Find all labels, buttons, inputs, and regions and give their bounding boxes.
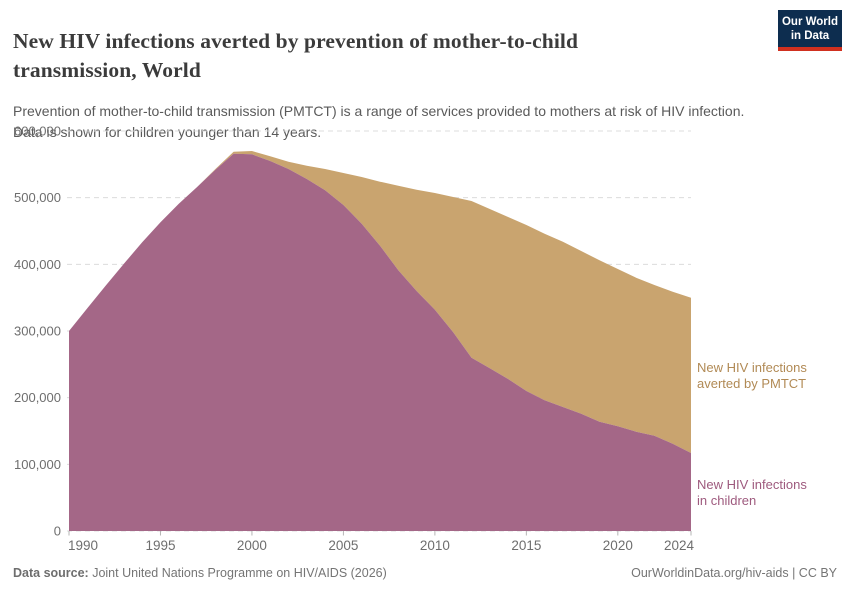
- data-source-text: Joint United Nations Programme on HIV/AI…: [88, 566, 387, 580]
- owid-logo-text: Our World in Data: [781, 16, 838, 42]
- x-axis-tick-label: 2020: [603, 538, 633, 553]
- legend-label-children-series: New HIV infections in children: [697, 477, 807, 508]
- page-subtitle: Prevention of mother-to-child transmissi…: [13, 103, 745, 140]
- page-title: New HIV infections averted by prevention…: [13, 29, 579, 83]
- y-axis-tick-label: 200,000: [14, 390, 61, 405]
- x-axis-tick-label: 1995: [145, 538, 175, 553]
- owid-logo: Our World in Data: [778, 10, 842, 51]
- area-new-infections-children: [69, 153, 691, 531]
- x-axis-tick-label: 2010: [420, 538, 450, 553]
- owid-logo-red-bar: [778, 47, 842, 51]
- x-axis-tick-label: 1990: [68, 538, 98, 553]
- y-axis-tick-label: 400,000: [14, 257, 61, 272]
- x-axis-tick-label: 2000: [237, 538, 267, 553]
- footer: Data source: Joint United Nations Progra…: [13, 566, 837, 580]
- y-axis-tick-label: 500,000: [14, 190, 61, 205]
- y-axis-tick-label: 100,000: [14, 457, 61, 472]
- x-axis-tick-label: 2005: [328, 538, 358, 553]
- data-source: Data source: Joint United Nations Progra…: [13, 566, 387, 580]
- license-link[interactable]: OurWorldinData.org/hiv-aids | CC BY: [631, 566, 837, 580]
- y-axis-tick-label: 0: [54, 524, 61, 539]
- stacked-area-chart[interactable]: 0 100,000 200,000 300,000 400,000 500,000 600,…: [0, 120, 850, 560]
- data-source-label: Data source:: [13, 566, 89, 580]
- y-axis-tick-label: 600,000: [14, 124, 61, 139]
- legend-label-averted-series: New HIV infections averted by PMTCT: [697, 360, 807, 391]
- y-axis-tick-label: 300,000: [14, 324, 61, 339]
- x-axis-tick-label: 2015: [511, 538, 541, 553]
- x-axis-tick-label: 2024: [664, 538, 695, 553]
- area-averted-by-pmtct: [69, 151, 691, 453]
